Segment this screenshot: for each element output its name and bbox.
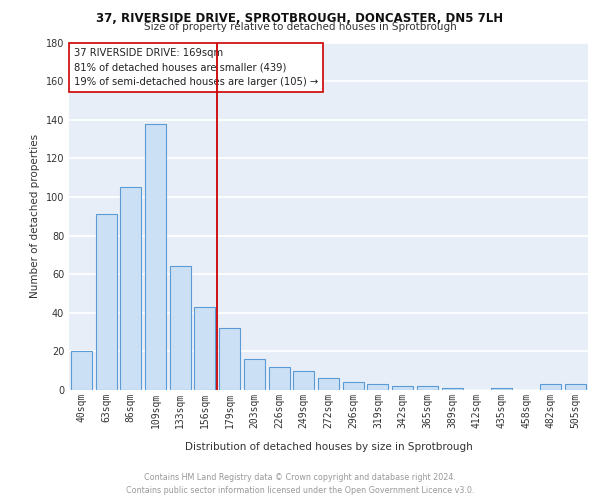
- Bar: [95, 214, 116, 390]
- Bar: [293, 370, 314, 390]
- Text: 37, RIVERSIDE DRIVE, SPROTBROUGH, DONCASTER, DN5 7LH: 37, RIVERSIDE DRIVE, SPROTBROUGH, DONCAS…: [97, 12, 503, 26]
- Bar: [170, 266, 191, 390]
- Bar: [343, 382, 364, 390]
- Bar: [194, 307, 215, 390]
- Bar: [318, 378, 339, 390]
- Bar: [491, 388, 512, 390]
- Bar: [269, 367, 290, 390]
- Text: Contains HM Land Registry data © Crown copyright and database right 2024.
Contai: Contains HM Land Registry data © Crown c…: [126, 473, 474, 495]
- Y-axis label: Number of detached properties: Number of detached properties: [30, 134, 40, 298]
- Bar: [417, 386, 438, 390]
- Bar: [565, 384, 586, 390]
- Bar: [244, 359, 265, 390]
- Bar: [145, 124, 166, 390]
- Bar: [442, 388, 463, 390]
- Bar: [392, 386, 413, 390]
- Text: Size of property relative to detached houses in Sprotbrough: Size of property relative to detached ho…: [143, 22, 457, 32]
- Text: 37 RIVERSIDE DRIVE: 169sqm
81% of detached houses are smaller (439)
19% of semi-: 37 RIVERSIDE DRIVE: 169sqm 81% of detach…: [74, 48, 319, 86]
- Bar: [541, 384, 562, 390]
- Text: Distribution of detached houses by size in Sprotbrough: Distribution of detached houses by size …: [185, 442, 473, 452]
- Bar: [367, 384, 388, 390]
- Bar: [120, 188, 141, 390]
- Bar: [219, 328, 240, 390]
- Bar: [71, 352, 92, 390]
